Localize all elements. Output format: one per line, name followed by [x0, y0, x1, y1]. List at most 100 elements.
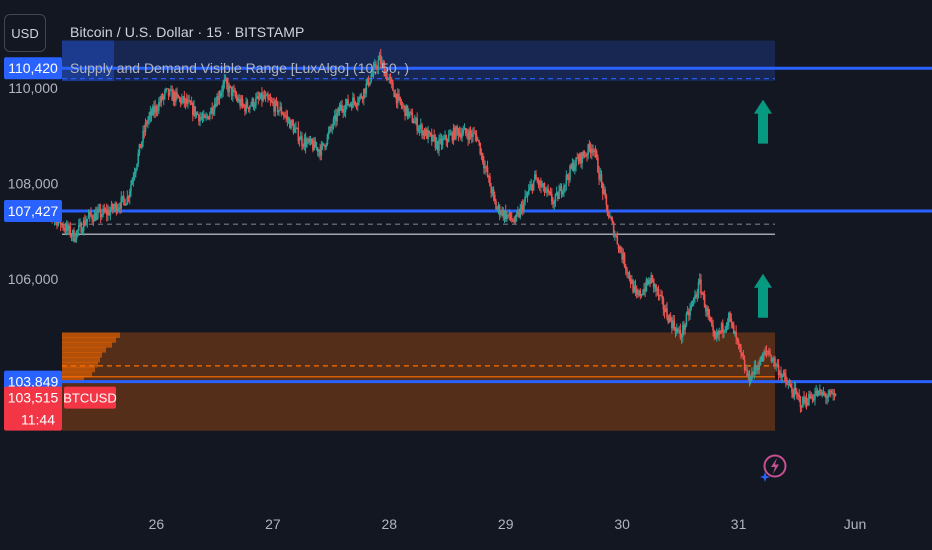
candle-body	[719, 330, 722, 332]
candle-body	[383, 64, 386, 77]
candle-body	[202, 114, 205, 118]
candle-body	[162, 95, 165, 100]
current-price-tag[interactable]	[4, 386, 62, 431]
candle-body	[626, 269, 628, 274]
candle-body	[591, 149, 593, 154]
candle-body	[91, 215, 93, 220]
candle-body	[615, 235, 617, 237]
candle-body	[518, 212, 520, 217]
candle-body	[628, 272, 631, 280]
candle-body	[688, 311, 690, 316]
candle-body	[711, 321, 713, 326]
candle-body	[295, 127, 297, 129]
candle-body	[690, 304, 693, 309]
candle-body	[137, 153, 140, 164]
candle-body	[822, 392, 825, 394]
candle-body	[600, 174, 603, 183]
candle-body	[575, 157, 577, 167]
candle-body	[665, 308, 667, 312]
candle-body	[84, 220, 86, 226]
candle-body	[70, 235, 73, 237]
candle-body	[530, 184, 532, 187]
candle-body	[736, 337, 739, 341]
candle-body	[338, 107, 341, 111]
candle-body	[255, 98, 257, 106]
candle-body	[135, 169, 137, 174]
candle-body	[826, 397, 828, 399]
symbol-tag[interactable]	[64, 386, 116, 409]
price-tag[interactable]	[4, 199, 62, 222]
candle-body	[701, 293, 703, 295]
candle-body	[299, 136, 302, 140]
time-axis[interactable]: 26 27 28 29 30 31 Jun	[149, 516, 867, 532]
candle-body	[371, 73, 374, 77]
currency-button[interactable]: USD	[4, 14, 46, 52]
candle-body	[434, 137, 437, 148]
candle-body	[535, 174, 537, 180]
candle-body	[298, 139, 301, 142]
candle-body	[381, 62, 383, 65]
candle-body	[395, 93, 398, 104]
candle-body	[777, 364, 780, 376]
candle-body	[677, 328, 679, 332]
candle-body	[799, 397, 802, 407]
candle-body	[346, 99, 348, 105]
candle-body	[104, 210, 107, 212]
candle-body	[449, 134, 451, 136]
candle-body	[774, 357, 776, 366]
candle-body	[620, 246, 622, 253]
candle-body	[780, 372, 782, 378]
candle-body	[131, 180, 133, 185]
candle-body	[424, 129, 427, 136]
candle-body	[446, 140, 449, 142]
candle-body	[258, 98, 261, 100]
candle-body	[652, 278, 655, 288]
indicator-label[interactable]: Supply and Demand Visible Range [LuxAlgo…	[70, 60, 410, 76]
candle-body	[526, 193, 529, 197]
candle-body	[124, 199, 126, 206]
candle-body	[514, 215, 517, 222]
candle-body	[712, 325, 714, 331]
candle-body	[372, 66, 375, 74]
candle-body	[196, 112, 199, 115]
candle-body	[259, 92, 262, 99]
candle-body	[477, 140, 479, 142]
candle-body	[788, 384, 791, 386]
candle-body	[484, 166, 486, 169]
price-tag[interactable]	[4, 57, 62, 80]
candle-body	[506, 214, 508, 220]
candle-body	[178, 97, 181, 99]
candle-body	[731, 321, 734, 325]
candle-body	[430, 133, 433, 142]
candle-body	[166, 88, 169, 90]
candle-body	[291, 120, 294, 125]
candle-body	[584, 154, 587, 157]
candle-body	[115, 203, 118, 212]
lightning-icon[interactable]	[760, 450, 788, 486]
candle-body	[432, 135, 434, 142]
candle-body	[663, 309, 666, 312]
candle-body	[389, 77, 392, 80]
candle-body	[268, 98, 271, 100]
candle-body	[337, 107, 340, 113]
symbol-title[interactable]: Bitcoin / U.S. Dollar · 15 · BITSTAMP	[70, 24, 305, 40]
candle-body	[529, 186, 531, 190]
candle-body	[698, 279, 701, 282]
candle-body	[572, 163, 575, 171]
candle-body	[136, 163, 138, 170]
candle-body	[708, 314, 711, 318]
candle-body	[222, 83, 224, 92]
candle-body	[758, 365, 760, 370]
candle-body	[793, 387, 796, 398]
candle-body	[107, 210, 109, 215]
candle-body	[800, 406, 803, 408]
candle-body	[617, 244, 620, 250]
candle-body	[658, 295, 661, 297]
candle-body	[645, 279, 648, 292]
candle-body	[195, 112, 198, 116]
candle-body	[487, 176, 490, 178]
price-axis[interactable]: 106,000 108,000 110,000	[8, 80, 59, 287]
current-price-value: 103,515	[8, 390, 59, 406]
time-tick-label: 26	[149, 516, 165, 532]
